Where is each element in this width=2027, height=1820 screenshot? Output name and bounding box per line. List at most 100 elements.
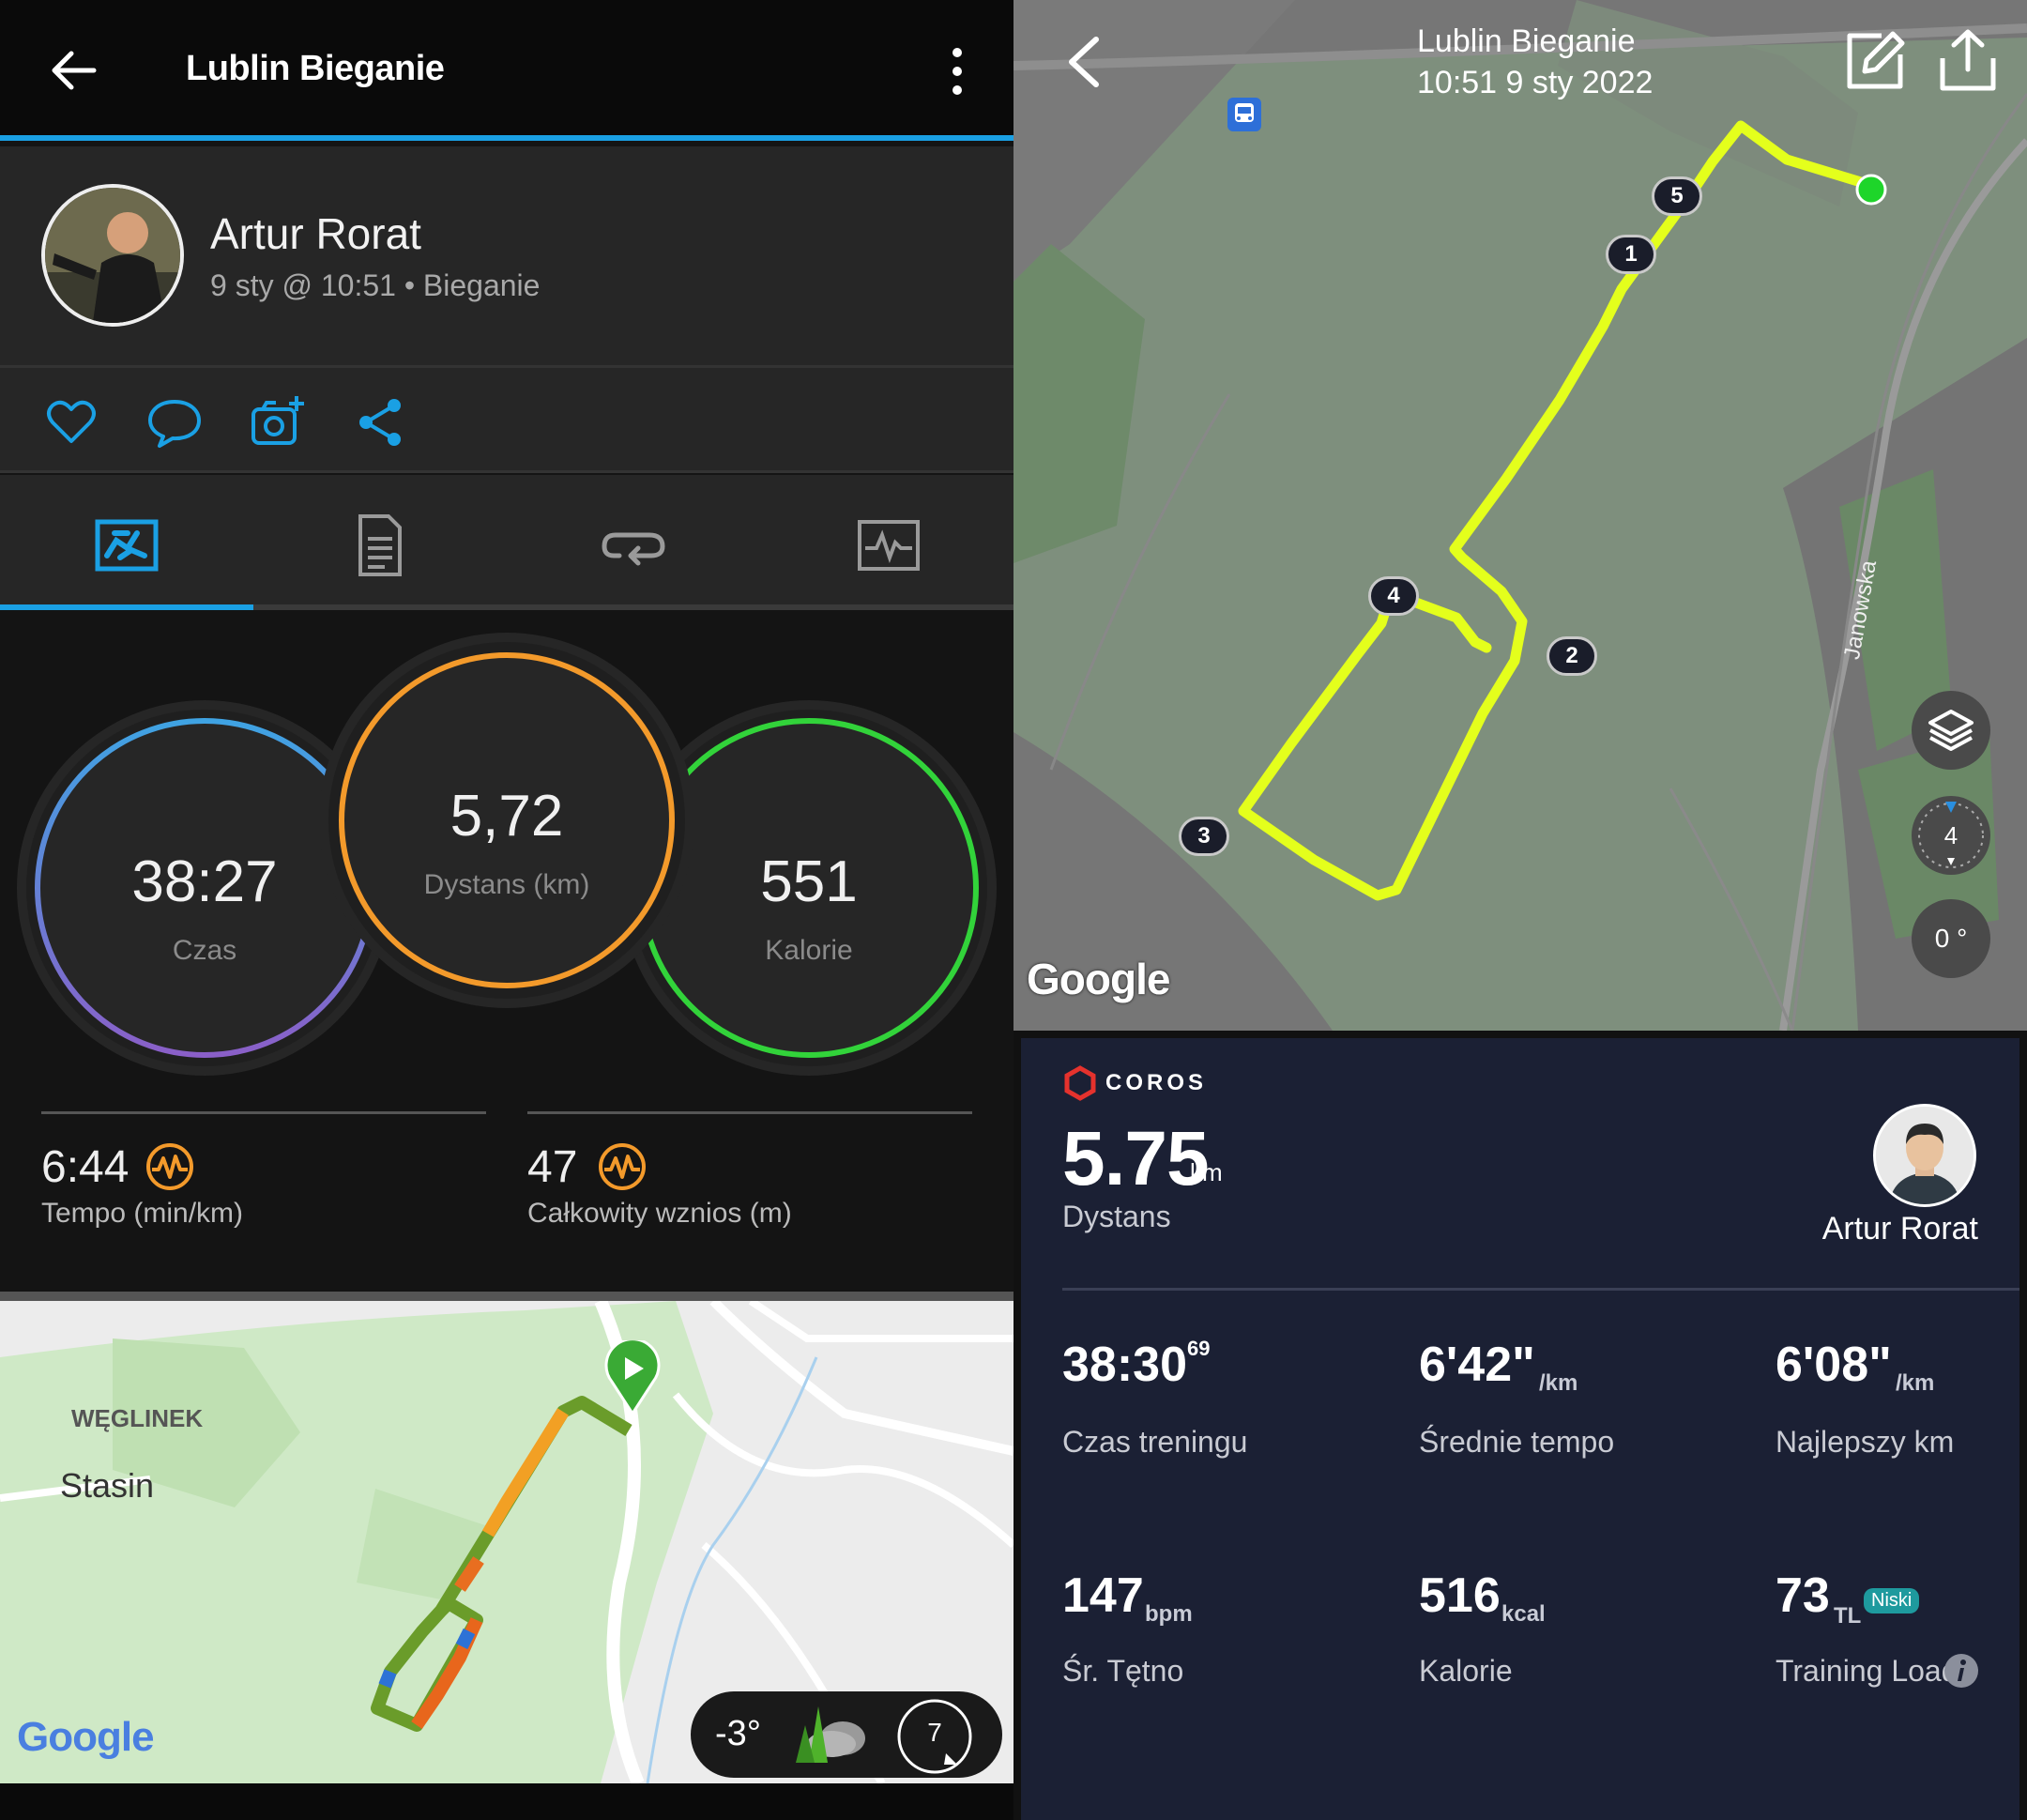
avg-pace-label: Średnie tempo <box>1419 1425 1615 1459</box>
km-marker[interactable]: 1 <box>1606 235 1656 274</box>
more-options-icon[interactable] <box>938 45 976 98</box>
pace-label: Tempo (min/km) <box>41 1198 244 1229</box>
user-name: Artur Rorat <box>1821 1211 1978 1246</box>
place-label: WĘGLINEK <box>71 1404 204 1432</box>
avatar[interactable] <box>1873 1104 1976 1207</box>
training-load-label: Training Load <box>1776 1654 1958 1688</box>
map-layers-button[interactable] <box>1912 691 1990 770</box>
time-ring: 38:27 Czas <box>26 710 383 1066</box>
avg-pace-value: 6'42" <box>1419 1338 1535 1392</box>
start-pin-icon[interactable] <box>604 1340 661 1415</box>
training-load-value: 73 <box>1776 1568 1830 1623</box>
load-level-badge: Niski <box>1864 1588 1920 1614</box>
distance-label: Dystans (km) <box>423 869 590 900</box>
best-km-value: 6'08" <box>1776 1338 1892 1392</box>
comment-icon[interactable] <box>146 394 203 451</box>
time-value: 38:27 <box>131 849 278 914</box>
distance-value: 5.75 <box>1062 1116 1210 1201</box>
temperature: -3° <box>715 1714 761 1753</box>
bottom-bar <box>0 1783 1014 1820</box>
activity-tabs <box>0 475 1014 610</box>
avg-heart-rate-unit: bpm <box>1145 1601 1193 1627</box>
time-label: Czas <box>172 935 237 966</box>
distance-value: 5,72 <box>450 784 564 849</box>
best-km-unit: /km <box>1896 1370 1935 1396</box>
stats-panel: 38:27 Czas 551 Kalorie 5,72 Dystans (km)… <box>0 616 1014 1292</box>
calories-unit: kcal <box>1501 1601 1546 1627</box>
km-marker[interactable]: 5 <box>1652 176 1702 216</box>
wind-speed: 7 <box>927 1718 942 1747</box>
coros-logo: COROS <box>1062 1064 1207 1102</box>
finish-point-icon <box>1855 174 1887 206</box>
km-marker[interactable]: 4 <box>1368 576 1419 616</box>
calories-ring: 551 Kalorie <box>631 710 987 1066</box>
info-icon[interactable] <box>1943 1652 1980 1690</box>
compass-button[interactable]: 4 <box>1912 796 1990 875</box>
training-time-value: 38:3069 <box>1062 1337 1210 1393</box>
km-marker[interactable]: 2 <box>1547 636 1597 676</box>
training-time-fraction: 69 <box>1187 1337 1211 1360</box>
route-map[interactable]: 1 2 3 4 5 Janowska Lublin Bieganie 10:51… <box>1014 0 2027 1031</box>
add-photo-icon[interactable] <box>250 394 306 451</box>
activity-subtitle: 9 sty @ 10:51 • Bieganie <box>210 268 541 302</box>
ascent-label: Całkowity wznios (m) <box>527 1198 792 1229</box>
ascent-value: 47 <box>527 1142 578 1192</box>
route-line <box>1238 120 1879 901</box>
tab-overview-icon[interactable] <box>94 512 160 578</box>
activity-datetime: 10:51 9 sty 2022 <box>1417 65 1654 100</box>
like-heart-icon[interactable] <box>43 394 99 451</box>
profile-header: Artur Rorat 9 sty @ 10:51 • Bieganie <box>0 146 1014 368</box>
edit-icon[interactable] <box>1844 30 1906 92</box>
wind-icon <box>897 1699 972 1774</box>
calories-value: 516 <box>1419 1568 1501 1623</box>
avg-pace-unit: /km <box>1539 1370 1578 1396</box>
calories-value: 551 <box>760 849 858 914</box>
pace-value: 6:44 <box>41 1142 130 1192</box>
tab-stats-icon[interactable] <box>347 512 413 578</box>
activity-title-line1: Lublin Bieganie <box>1417 23 1636 59</box>
bus-stop-icon <box>1227 98 1261 131</box>
calories-label: Kalorie <box>765 935 853 966</box>
cloudy-forest-icon <box>796 1706 865 1763</box>
training-load-unit: TL <box>1834 1603 1862 1629</box>
ascent-chart-icon[interactable] <box>597 1141 648 1192</box>
garmin-activity-screen: Lublin Bieganie Artur Rorat 9 sty @ 10:5… <box>0 42 1014 1820</box>
avg-heart-rate-label: Śr. Tętno <box>1062 1654 1184 1688</box>
active-tab-indicator <box>0 604 253 610</box>
avatar[interactable] <box>41 184 184 327</box>
compass-value: 4 <box>1943 821 1958 849</box>
action-bar <box>0 368 1014 473</box>
avg-heart-rate-value: 147 <box>1062 1568 1144 1623</box>
training-time-label: Czas treningu <box>1062 1425 1248 1459</box>
km-marker[interactable]: 3 <box>1179 817 1229 856</box>
distance-unit: km <box>1190 1158 1223 1186</box>
divider <box>41 1111 486 1114</box>
activity-title: Lublin Bieganie <box>186 49 445 88</box>
distance-label: Dystans <box>1062 1200 1171 1233</box>
layers-icon <box>1928 710 1974 751</box>
google-logo: Google <box>1027 955 1170 1003</box>
rotation-button[interactable]: 0 ° <box>1912 899 1990 978</box>
back-arrow-icon[interactable] <box>45 42 101 99</box>
place-label: Stasin <box>60 1466 155 1505</box>
tab-charts-icon[interactable] <box>856 512 922 578</box>
route-line <box>371 1396 632 1732</box>
calories-label: Kalorie <box>1419 1654 1513 1688</box>
distance-ring: 5,72 Dystans (km) <box>328 642 685 999</box>
compass-icon <box>1918 802 1984 868</box>
coros-activity-screen: 1 2 3 4 5 Janowska Lublin Bieganie 10:51… <box>1014 0 2027 1820</box>
coros-brand: COROS <box>1105 1070 1208 1095</box>
coros-logo-icon <box>1064 1065 1096 1101</box>
user-name: Artur Rorat <box>210 209 421 258</box>
share-export-icon[interactable] <box>1937 28 1999 92</box>
google-logo: Google <box>17 1714 155 1760</box>
training-time-main: 38:30 <box>1062 1338 1187 1392</box>
weather-widget[interactable]: -3° 7 <box>691 1691 1002 1778</box>
activity-title: Lublin Bieganie 10:51 9 sty 2022 <box>1417 21 1653 103</box>
back-chevron-icon[interactable] <box>1060 34 1107 90</box>
divider <box>527 1111 972 1114</box>
route-map[interactable]: WĘGLINEK Stasin Google -3° 7 <box>0 1292 1014 1783</box>
share-icon[interactable] <box>353 394 409 451</box>
pace-chart-icon[interactable] <box>145 1141 195 1192</box>
tab-laps-icon[interactable] <box>601 512 666 578</box>
